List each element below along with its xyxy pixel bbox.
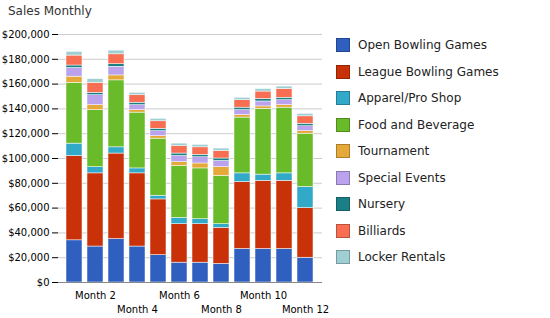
- svg-text:$100,000: $100,000: [2, 153, 50, 164]
- svg-text:Month 10: Month 10: [240, 290, 287, 301]
- svg-text:$20,000: $20,000: [8, 252, 49, 263]
- svg-text:$0: $0: [37, 277, 50, 288]
- html-text:Food and Beverage: Food and Beverage: [358, 117, 475, 132]
- svg-text:$140,000: $140,000: [2, 103, 50, 114]
- html-text:Billiards: Billiards: [358, 223, 406, 238]
- svg-text:$200,000: $200,000: [2, 29, 50, 40]
- svg-text:$80,000: $80,000: [8, 178, 49, 189]
- svg-text:Month 4: Month 4: [117, 304, 158, 315]
- svg-text:Month 2: Month 2: [75, 290, 116, 301]
- svg-text:$180,000: $180,000: [2, 54, 50, 65]
- svg-text:$160,000: $160,000: [2, 78, 50, 89]
- svg-text:Month 8: Month 8: [201, 304, 242, 315]
- html-text:Open Bowling Games: Open Bowling Games: [358, 38, 487, 53]
- html-text:Nursery: Nursery: [358, 197, 406, 212]
- svg-text:$60,000: $60,000: [8, 202, 49, 213]
- html-text:Locker Rentals: Locker Rentals: [358, 250, 446, 265]
- html-text:Special Events: Special Events: [358, 170, 446, 185]
- svg-text:Month 12: Month 12: [282, 304, 329, 315]
- svg-text:$120,000: $120,000: [2, 128, 50, 139]
- html-text:Apparel/Pro Shop: Apparel/Pro Shop: [358, 91, 462, 106]
- html-text:League Bowling Games: League Bowling Games: [358, 64, 499, 79]
- html-text:Tournament: Tournament: [358, 144, 430, 159]
- svg-text:Month 6: Month 6: [159, 290, 200, 301]
- svg-text:$40,000: $40,000: [8, 227, 49, 238]
- html-text:Sales Monthly: Sales Monthly: [8, 4, 92, 18]
